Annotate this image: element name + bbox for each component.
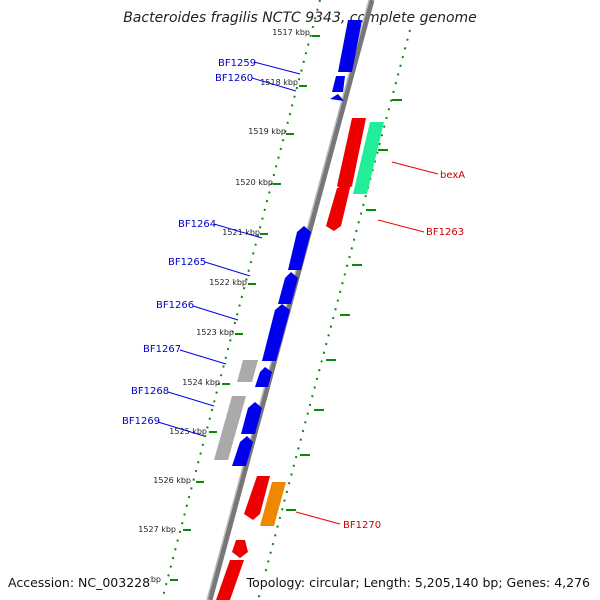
- gene-bf1267: [255, 367, 272, 387]
- gene-bexA: [353, 122, 384, 194]
- gene-label-bf1270: BF1270: [343, 520, 381, 531]
- gene-red-5: [216, 560, 244, 600]
- gene-label-bf1267: BF1267: [143, 344, 181, 355]
- tick-label: 1527 kbp: [138, 525, 176, 534]
- gene-bf1260-tip: [330, 94, 344, 101]
- tick-label: 1517 kbp: [272, 28, 310, 37]
- gene-label-bf1265: BF1265: [168, 257, 206, 268]
- right-ticks: [286, 99, 402, 511]
- gene-bf1259: [338, 20, 362, 72]
- tick-label: 1518 kbp: [260, 78, 298, 87]
- forward-genes: [232, 20, 362, 466]
- gene-red-3: [244, 476, 270, 520]
- gene-label-bexA: bexA: [440, 170, 465, 181]
- reverse-callouts: [295, 161, 439, 525]
- gene-gray-2: [214, 396, 246, 460]
- gene-label-bf1263: BF1263: [426, 227, 464, 238]
- genome-summary-label: Topology: circular; Length: 5,205,140 bp…: [246, 575, 590, 590]
- reverse-genes: [216, 118, 366, 600]
- gene-bf1270: [260, 482, 286, 526]
- tick-label: 1524 kbp: [182, 378, 220, 387]
- gene-label-bf1264: BF1264: [178, 219, 216, 230]
- gene-bf1266: [262, 304, 290, 361]
- gene-bf1268: [241, 402, 262, 434]
- gene-bf1264: [288, 226, 311, 270]
- tick-label: 1522 kbp: [209, 278, 247, 287]
- tick-label: 1520 kbp: [235, 178, 273, 187]
- tick-label: 1521 kbp: [222, 228, 260, 237]
- tick-label: 1526 kbp: [153, 476, 191, 485]
- gene-bf1269: [232, 436, 253, 466]
- gene-gray-1: [237, 360, 258, 382]
- gene-label-bf1259: BF1259: [218, 58, 256, 69]
- gene-bexA-partner: [337, 118, 366, 192]
- gray-genes: [214, 360, 258, 460]
- gene-red-4: [232, 540, 248, 558]
- map-title: Bacteroides fragilis NCTC 9343, complete…: [123, 10, 477, 26]
- tick-labels: 1517 kbp 1518 kbp 1519 kbp 1520 kbp 1521…: [123, 28, 310, 584]
- reverse-gene-labels: bexA BF1263 BF1270: [343, 170, 465, 531]
- gene-label-bf1269: BF1269: [122, 416, 160, 427]
- tick-label: 1519 kbp: [248, 127, 286, 136]
- gene-bf1263: [326, 188, 350, 231]
- forward-gene-labels: BF1259 BF1260 BF1264 BF1265 BF1266 BF126…: [122, 58, 256, 427]
- left-ticks: [170, 35, 320, 581]
- forward-callouts: [157, 61, 301, 437]
- gene-label-bf1260: BF1260: [215, 73, 253, 84]
- gene-bf1265: [278, 272, 298, 304]
- gene-bf1260: [332, 76, 345, 92]
- accession-label: Accession: NC_003228: [8, 575, 151, 590]
- gene-label-bf1266: BF1266: [156, 300, 194, 311]
- gene-label-bf1268: BF1268: [131, 386, 169, 397]
- tick-label: 1523 kbp: [196, 328, 234, 337]
